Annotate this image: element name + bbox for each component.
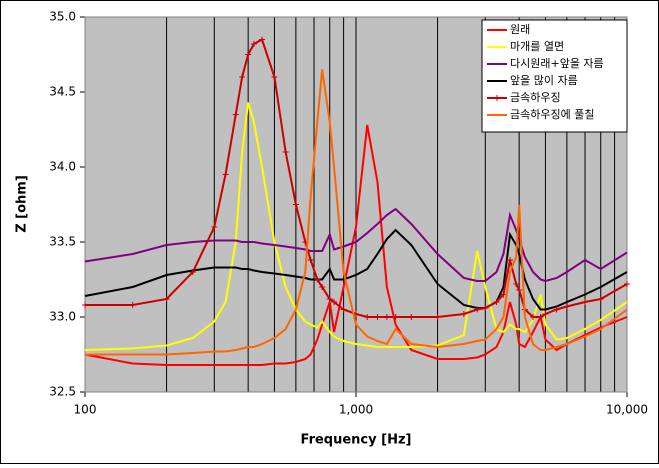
legend-label: 마개를 열면 (510, 40, 564, 53)
point-marker (474, 306, 481, 313)
point-marker (553, 306, 560, 313)
point-marker (331, 299, 338, 305)
point-marker (392, 314, 399, 320)
legend-box (481, 19, 628, 133)
y-tick-label: 32.5 (49, 385, 76, 399)
y-tick-label: 35.0 (49, 10, 76, 24)
point-marker (82, 302, 88, 308)
point-marker (271, 74, 278, 80)
point-marker (250, 41, 257, 47)
point-marker (493, 299, 500, 305)
x-tick-label: 10,000 (606, 403, 648, 417)
plot-frame (84, 16, 628, 393)
point-marker (582, 299, 589, 305)
y-axis-title: Z [ohm] (15, 175, 30, 233)
x-tick-label: 1,000 (339, 403, 373, 417)
point-marker (434, 314, 441, 320)
legend-label: 금속하우징에 풀칠 (510, 107, 594, 121)
point-marker (516, 287, 523, 293)
series-line (84, 228, 628, 311)
y-tick-label: 34.5 (49, 85, 76, 99)
y-tick-label: 33.0 (49, 310, 76, 324)
point-marker (624, 281, 630, 287)
point-marker (500, 291, 507, 298)
series-line (85, 69, 628, 356)
point-marker (537, 314, 544, 320)
legend-label: 앞을 많이 자름 (510, 74, 578, 87)
point-marker (319, 284, 326, 290)
y-tick-label: 33.5 (49, 235, 76, 249)
legend-label: 금속하우징 (510, 90, 561, 104)
point-marker (245, 51, 252, 58)
point-marker (326, 296, 333, 302)
point-marker (364, 314, 371, 320)
point-marker (314, 276, 321, 283)
point-marker (513, 281, 520, 287)
legend-label: 원래 (510, 23, 530, 36)
legend-label: 다시원래+앞을 자름 (510, 57, 604, 70)
point-marker (307, 257, 314, 263)
point-marker (222, 171, 229, 178)
point-marker (211, 224, 218, 230)
point-marker (482, 305, 489, 311)
point-marker (129, 302, 136, 308)
point-marker (239, 74, 246, 80)
x-axis-title: Frequency [Hz] (301, 433, 412, 448)
point-marker (282, 149, 289, 155)
point-marker (460, 311, 467, 317)
legend-marker (494, 95, 500, 101)
point-marker (542, 311, 549, 317)
point-marker (597, 296, 604, 302)
x-tick-label: 100 (74, 403, 97, 417)
point-marker (408, 314, 415, 320)
point-marker (189, 269, 196, 275)
point-marker (374, 314, 381, 320)
series-line (84, 207, 628, 283)
point-marker (563, 303, 570, 310)
point-marker (163, 296, 170, 302)
point-marker (340, 306, 347, 313)
point-marker (232, 111, 239, 118)
point-marker (292, 201, 299, 208)
point-marker (383, 314, 390, 320)
point-marker (530, 314, 537, 320)
y-tick-label: 34.0 (49, 160, 76, 174)
point-marker (506, 257, 513, 263)
point-marker (259, 36, 266, 43)
series-line (84, 102, 628, 351)
